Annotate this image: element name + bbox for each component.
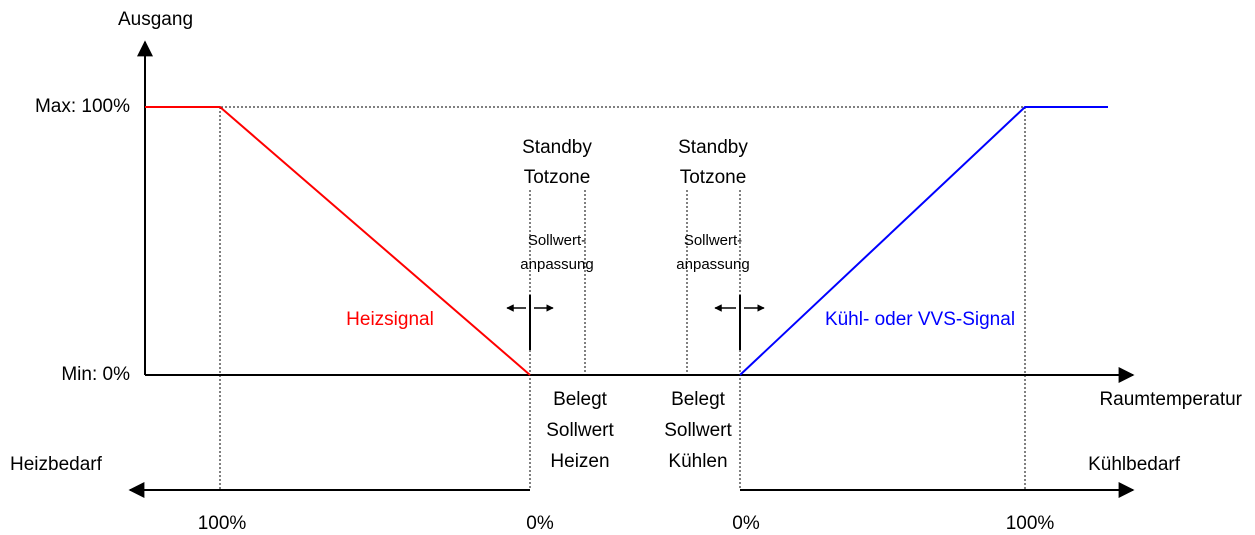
cooling-demand: Kühlbedarf [1088, 454, 1181, 475]
x-title: Raumtemperatur [1099, 389, 1242, 410]
y-min: Min: 0% [61, 364, 130, 385]
cooling-zero: 0% [732, 513, 760, 534]
label: Standby [522, 137, 592, 158]
cooling-line [739, 106, 1108, 376]
axes [128, 40, 1135, 498]
cooling-signal: Kühl- oder VVS-Signal [825, 309, 1015, 330]
label: Standby [678, 137, 748, 158]
heating-line [145, 106, 531, 376]
label: Belegt [671, 389, 726, 410]
label: Sollwert [664, 420, 732, 441]
labels: Standby Totzone Sollwert-anpassung Belegt So… [520, 137, 749, 472]
heating-demand: Heizbedarf [10, 454, 103, 475]
label: Kühlen [668, 451, 727, 472]
y-title: Ausgang [118, 9, 193, 30]
heating-signal: Heizsignal [346, 309, 434, 330]
label: Heizen [550, 451, 609, 472]
label: Totzone [524, 167, 591, 188]
heating-full: 100% [198, 513, 247, 534]
label: Sollwert [546, 420, 614, 441]
label: anpassung [520, 256, 593, 273]
label: Totzone [680, 167, 747, 188]
label: anpassung [676, 256, 749, 273]
label: Sollwert- [684, 232, 742, 249]
adjust-markers [506, 295, 765, 350]
cooling-full: 100% [1006, 513, 1055, 534]
y-max: Max: 100% [35, 96, 130, 117]
label: Belegt [553, 389, 608, 410]
heating-zero: 0% [526, 513, 554, 534]
label: Sollwert- [528, 232, 586, 249]
